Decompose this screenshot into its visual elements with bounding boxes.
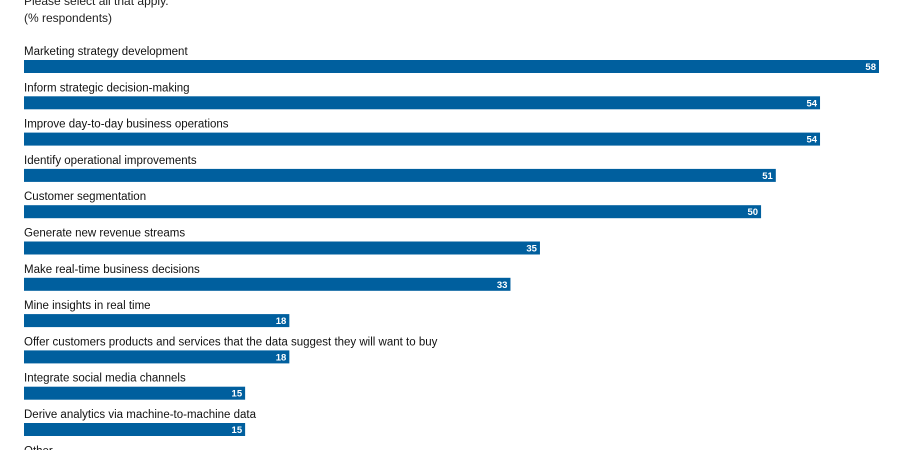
- category-label: Generate new revenue streams: [24, 228, 185, 240]
- category-label: Mine insights in real time: [24, 300, 151, 312]
- bar-group: Marketing strategy development 58 Inform s…: [24, 46, 879, 450]
- category-label: Improve day-to-day business operations: [24, 119, 229, 131]
- bar: [24, 241, 540, 255]
- category-label: Other: [24, 445, 53, 450]
- value-label: 18: [276, 352, 287, 363]
- value-label: 54: [806, 135, 817, 146]
- value-label: 15: [232, 425, 243, 436]
- category-label: Derive analytics via machine-to-machine …: [24, 409, 257, 421]
- category-label: Integrate social media channels: [24, 373, 186, 385]
- value-label: 15: [232, 389, 243, 400]
- chart-subtitle: Please select all that apply. (% respond…: [24, 0, 169, 25]
- bar: [24, 96, 821, 110]
- value-label: 54: [806, 98, 817, 109]
- bar: [24, 132, 821, 146]
- value-label: 50: [747, 207, 758, 218]
- bar: [24, 350, 290, 364]
- category-label: Offer customers products and services th…: [24, 336, 438, 348]
- value-label: 18: [276, 316, 287, 327]
- category-label: Make real-time business decisions: [24, 264, 200, 276]
- category-label: Customer segmentation: [24, 191, 146, 203]
- bar: [24, 168, 776, 182]
- bar: [24, 423, 246, 436]
- category-label: Inform strategic decision-making: [24, 82, 190, 94]
- value-label: 58: [865, 62, 876, 73]
- bar: [24, 60, 879, 73]
- bar: [24, 386, 246, 400]
- bar: [24, 314, 290, 328]
- value-label: 33: [497, 280, 508, 291]
- category-label: Identify operational improvements: [24, 155, 197, 167]
- subtitle-line-1: Please select all that apply.: [24, 0, 169, 8]
- category-label: Marketing strategy development: [24, 46, 188, 58]
- bar: [24, 277, 511, 291]
- subtitle-line-2: (% respondents): [24, 11, 112, 25]
- value-label: 35: [526, 244, 537, 255]
- value-label: 51: [762, 171, 773, 182]
- bar: [24, 205, 762, 219]
